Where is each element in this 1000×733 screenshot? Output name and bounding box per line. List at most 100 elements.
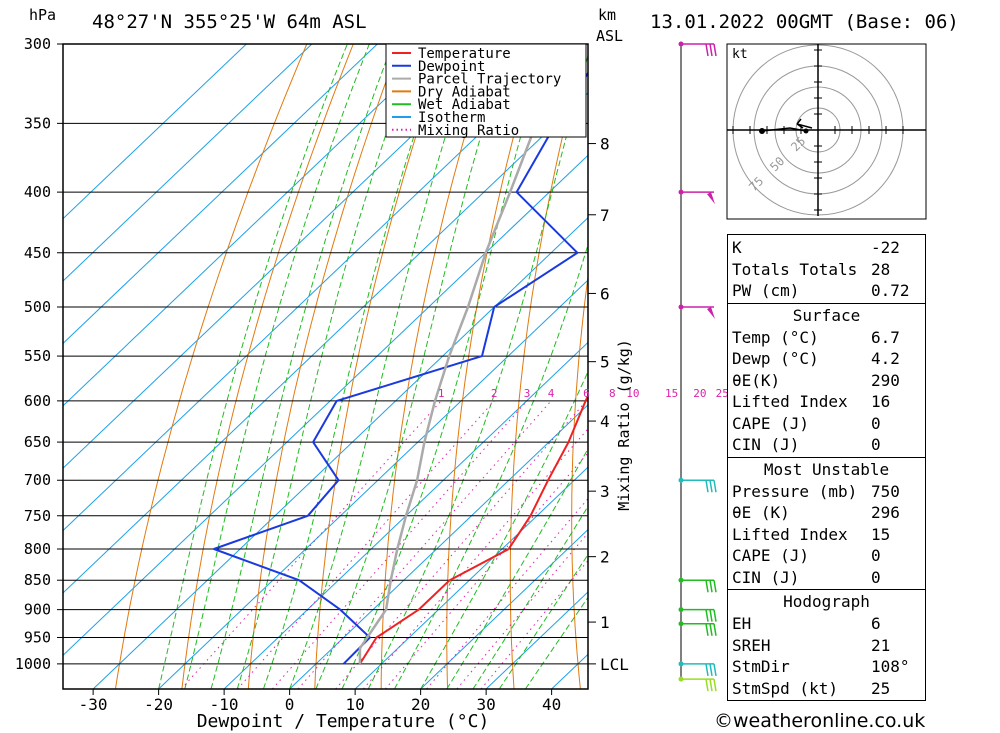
table-row: Totals Totals 28	[732, 259, 921, 281]
mixing-ratio-axis-title: Mixing Ratio (g/kg)	[615, 339, 633, 511]
isotherm-line	[63, 44, 247, 220]
isotherm-line	[420, 528, 588, 689]
table-row-value: 0	[871, 413, 881, 433]
table-row: Lifted Index 15	[732, 524, 921, 546]
hpa-unit-label: hPa	[29, 6, 57, 24]
wind-barb-feather	[709, 43, 713, 57]
wind-barb-feather	[709, 623, 713, 636]
table-row-value: 6	[871, 614, 881, 633]
temperature-tick-label: 0	[285, 695, 295, 714]
temperature-profile	[359, 393, 588, 665]
table-row-value: 290	[871, 370, 900, 390]
table-row: CIN (J) 0	[732, 567, 921, 589]
isotherm-line	[63, 44, 575, 532]
dry-adiabat-line	[247, 44, 401, 689]
most-unstable-title: Most Unstable	[763, 459, 890, 479]
mixing-ratio-line	[426, 497, 588, 689]
wet-adiabat-line	[184, 44, 370, 689]
table-row-value: 28	[871, 259, 891, 279]
pressure-tick-label: 750	[24, 507, 51, 525]
wind-barb	[678, 676, 717, 692]
hodograph-title: Hodograph	[783, 592, 870, 611]
table-row-label: θE(K)	[732, 370, 781, 390]
pressure-tick-label: 850	[24, 571, 51, 589]
table-row-label: StmDir	[732, 657, 790, 676]
table-row: Dewp (°C) 4.2	[732, 348, 921, 370]
height-tick-label: 3	[600, 482, 610, 501]
wet-adiabat-line	[315, 44, 509, 689]
table-row: EH 6	[732, 613, 921, 635]
table-row-label: θE (K)	[732, 503, 790, 522]
legend-label: Parcel Trajectory	[418, 72, 561, 88]
temperature-tick-label: 30	[476, 695, 495, 714]
height-tick-label: 4	[600, 412, 610, 431]
table-row-label: StmSpd (kt)	[732, 678, 838, 698]
hodograph-trace	[761, 127, 807, 132]
legend-label: Temperature	[418, 46, 511, 62]
surface-title: Surface	[792, 305, 861, 325]
pressure-tick-label: 400	[24, 183, 51, 201]
mixing-ratio-label: 25	[716, 387, 729, 400]
isotherm-line	[63, 154, 588, 656]
wind-barb-feather	[713, 623, 717, 636]
temperature-tick-label: -10	[210, 695, 239, 714]
wind-barb-feather	[709, 678, 713, 692]
wind-barb-feather	[713, 480, 717, 493]
location-title: 48°27'N 355°25'W 64m ASL	[92, 11, 367, 33]
copyright-footer[interactable]: ©weatheronline.co.uk	[714, 710, 926, 732]
table-row-label: CAPE (J)	[732, 546, 810, 565]
parcel-trajectory-profile	[358, 44, 576, 664]
mixing-ratio-label: 1	[438, 387, 445, 400]
mixing-ratio-line	[297, 400, 552, 689]
mixing-ratio-label: 20	[693, 387, 706, 400]
pressure-tick-label: 300	[24, 35, 51, 53]
pressure-tick-label: 450	[24, 244, 51, 262]
table-row-label: Lifted Index	[732, 392, 848, 411]
isotherm-line	[158, 279, 588, 689]
wet-adiabat-line	[262, 44, 446, 689]
pressure-tick-label: 600	[24, 392, 51, 410]
pressure-tick-label: 800	[24, 540, 51, 558]
wet-adiabat-line	[393, 243, 588, 689]
table-row: CAPE (J) 0	[732, 545, 921, 567]
table-row-value: 0.72	[871, 281, 910, 300]
x-axis-title: Dewpoint / Temperature (°C)	[197, 711, 490, 732]
pressure-tick-label: 950	[24, 628, 51, 646]
table-row: StmDir 108°	[732, 656, 921, 678]
table-row-label: PW (cm)	[732, 281, 800, 300]
legend-label: Mixing Ratio	[418, 123, 519, 139]
wet-adiabat-line	[367, 53, 588, 689]
wind-barb	[678, 41, 717, 57]
wind-barb-feather	[709, 663, 713, 677]
mixing-ratio-label: 4	[548, 387, 555, 400]
mixing-ratio-label: 6	[583, 387, 590, 400]
table-row-value: 21	[871, 635, 891, 655]
isotherm-line	[92, 216, 588, 689]
wet-adiabat-line	[446, 447, 588, 689]
mixing-ratio-label: 3	[524, 387, 531, 400]
table-row-label: Temp (°C)	[732, 327, 819, 347]
wind-barb-feather	[713, 663, 717, 677]
isotherm-line	[289, 404, 588, 689]
isotherm-line	[223, 341, 588, 689]
dry-adiabat-line	[181, 44, 354, 689]
table-row-value: 296	[871, 503, 900, 522]
mixing-ratio-label: 2	[491, 387, 498, 400]
legend-label: Isotherm	[418, 110, 485, 126]
table-row-label: SREH	[732, 635, 771, 655]
wind-barb-feather	[713, 609, 717, 622]
wind-barb-feather	[705, 663, 709, 677]
wet-adiabat-line	[341, 44, 548, 689]
table-row-value: 25	[871, 678, 891, 698]
table-row: Temp (°C) 6.7	[732, 327, 921, 349]
wind-barb-feather	[713, 43, 717, 57]
table-row: PW (cm) 0.72	[732, 280, 921, 302]
storm-motion-arrow	[796, 118, 813, 129]
pressure-tick-label: 900	[24, 601, 51, 619]
mixing-ratio-line	[237, 400, 495, 689]
mixing-ratio-label: 15	[665, 387, 678, 400]
table-row: CAPE (J) 0	[732, 413, 921, 435]
dry-adiabat-line	[631, 44, 678, 689]
hodograph-box: Hodograph EH 6 SREH 21 StmDir 108° StmSpd (kt)…	[727, 590, 926, 701]
